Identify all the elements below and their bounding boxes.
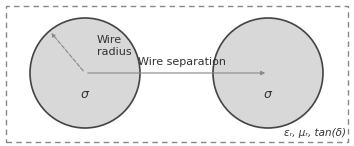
- Circle shape: [30, 18, 140, 128]
- Text: εᵣ, μᵣ, tan(δ): εᵣ, μᵣ, tan(δ): [284, 128, 346, 138]
- Text: σ: σ: [81, 88, 89, 101]
- Text: Wire
radius: Wire radius: [97, 35, 132, 57]
- Text: Wire separation: Wire separation: [137, 57, 225, 67]
- Circle shape: [213, 18, 323, 128]
- Text: σ: σ: [264, 88, 272, 101]
